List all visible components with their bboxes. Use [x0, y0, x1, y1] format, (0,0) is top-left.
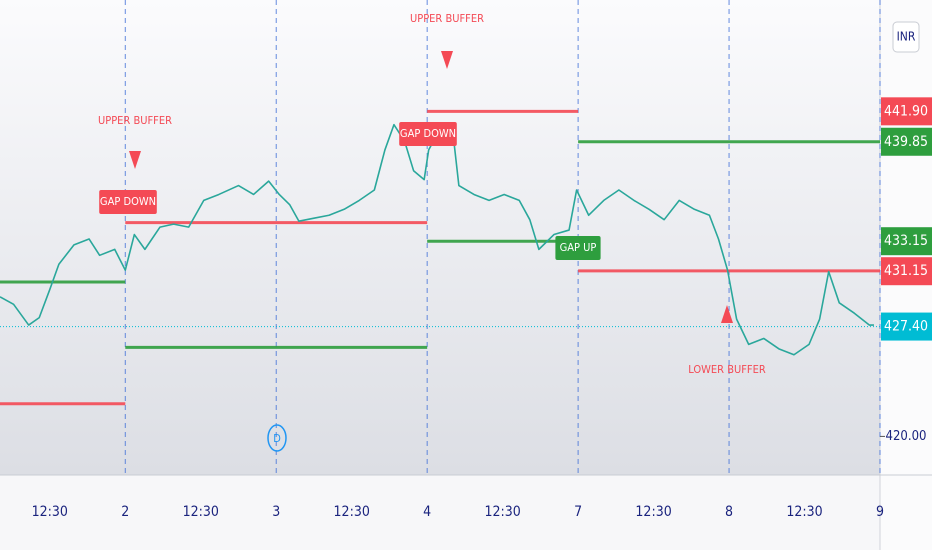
price-label-box [881, 97, 932, 126]
annotation-arrow [441, 51, 453, 69]
dividend-marker-label: D [273, 432, 281, 445]
annotation: UPPER BUFFER [410, 12, 484, 25]
annotation-box [555, 236, 601, 260]
x-tick-label: 12:30 [484, 504, 520, 520]
x-tick-label: 9 [876, 504, 884, 520]
plot-background [0, 0, 880, 475]
x-tick-label: 12:30 [334, 504, 370, 520]
annotation-box [99, 190, 157, 214]
annotation-arrow [721, 305, 733, 323]
currency: INR [897, 30, 916, 44]
price-label-box [881, 312, 932, 341]
dividend-marker [267, 424, 287, 452]
x-tick-label: 4 [423, 504, 431, 520]
x-tick-label: 7 [574, 504, 582, 520]
annotation: GAP UP [560, 241, 597, 254]
annotation-box [399, 122, 457, 146]
annotation: UPPER BUFFER [98, 114, 172, 127]
y-tick-label: 420.00 [886, 429, 927, 444]
currency-button[interactable] [892, 21, 920, 53]
price-label: 431.15 [884, 263, 928, 279]
time-axis [0, 475, 880, 550]
annotation: LOWER BUFFER [688, 363, 766, 376]
x-tick-label: 12:30 [786, 504, 822, 520]
price-label: 439.85 [884, 134, 928, 150]
x-tick-label: 12:30 [183, 504, 219, 520]
x-tick-label: 2 [121, 504, 129, 520]
price-label: 433.15 [884, 233, 928, 249]
price-label: 427.40 [884, 319, 928, 335]
annotation: GAP DOWN [400, 127, 456, 140]
price-label-box [881, 227, 932, 256]
x-tick-label: 3 [272, 504, 280, 520]
x-tick-label: 12:30 [635, 504, 671, 520]
price-label-box [881, 257, 932, 286]
annotation-arrow [129, 151, 141, 169]
x-tick-label: 8 [725, 504, 733, 520]
annotation: GAP DOWN [100, 195, 156, 208]
x-tick-label: 12:30 [32, 504, 68, 520]
price-label-box [881, 127, 932, 156]
price-label: 441.90 [884, 103, 928, 119]
